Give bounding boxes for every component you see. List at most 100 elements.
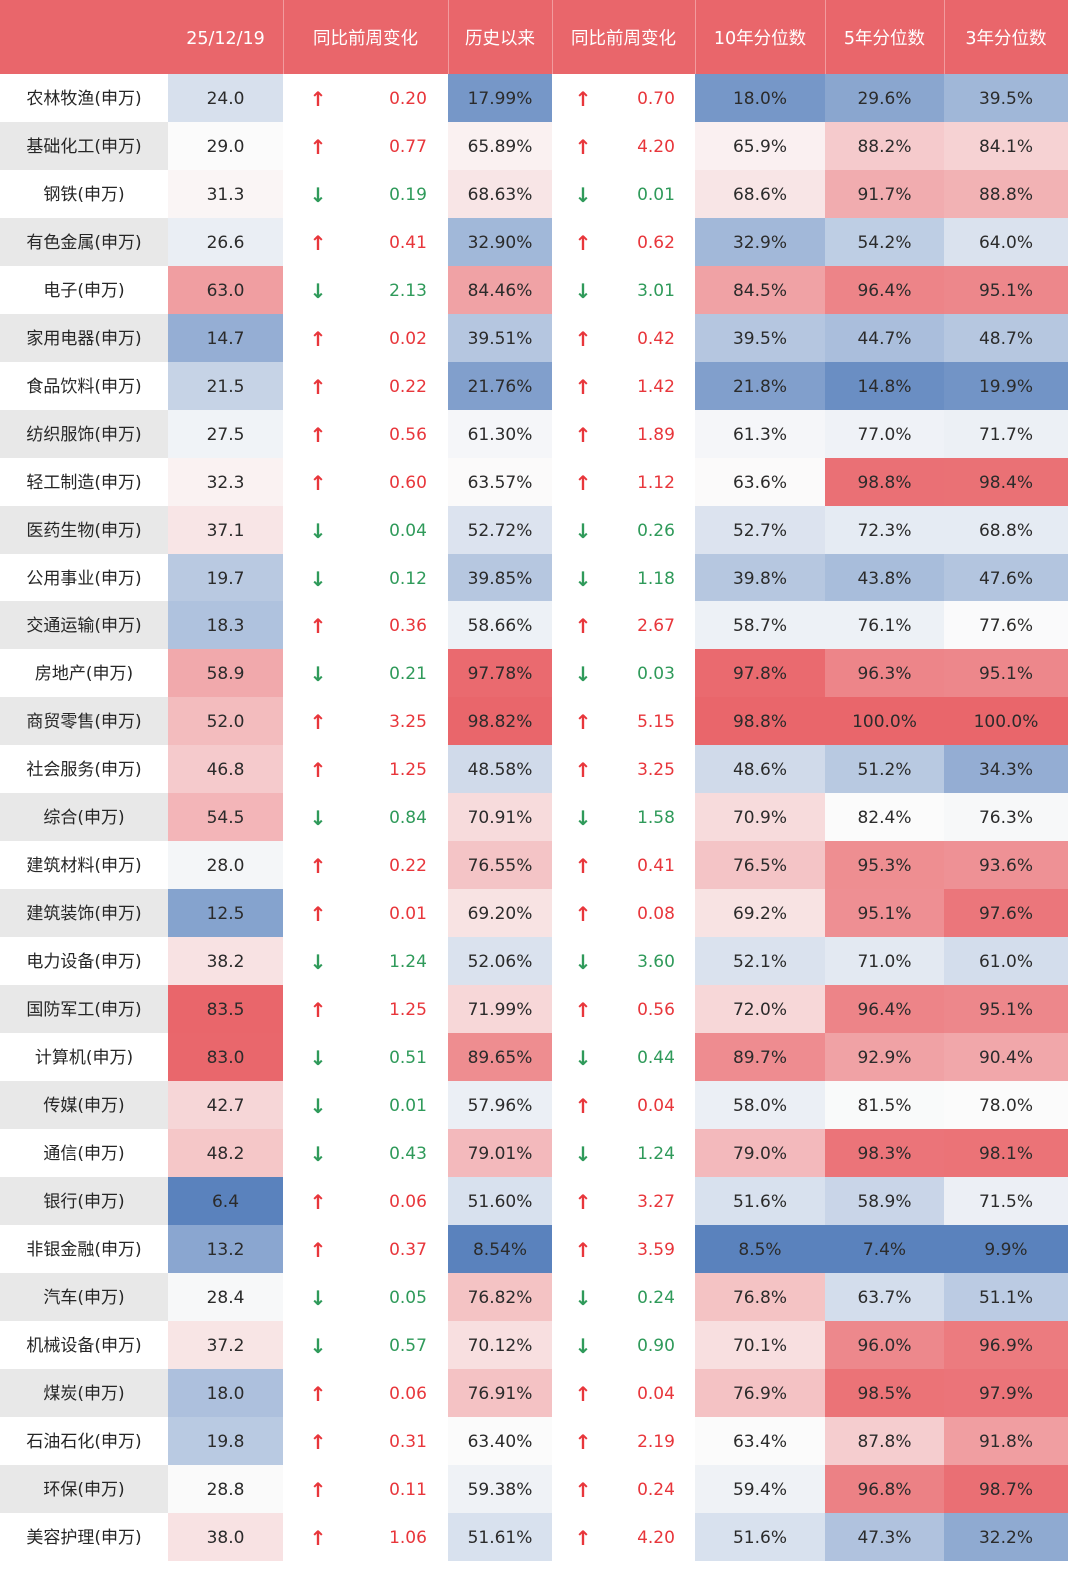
pct-3y-cell: 64.0% (944, 218, 1068, 266)
pe-value-cell: 21.5 (168, 362, 283, 410)
pct-10y-cell: 51.6% (695, 1513, 825, 1561)
weekly-change-value-2: 4.20 (637, 1528, 675, 1548)
weekly-change-value-2: 3.01 (637, 281, 675, 301)
pct-10y-cell: 97.8% (695, 649, 825, 697)
weekly-change-value-2: 0.56 (637, 1000, 675, 1020)
pe-value-cell: 83.0 (168, 1033, 283, 1081)
history-percentile-cell: 69.20% (448, 889, 552, 937)
arrow-down-icon: ↓ (309, 519, 327, 543)
weekly-change-value-2: 0.01 (637, 185, 675, 205)
row-name-cell: 美容护理(申万) (0, 1513, 168, 1561)
weekly-change-value-2: 0.26 (637, 521, 675, 541)
arrow-up-icon: ↑ (574, 854, 592, 878)
arrow-up-icon: ↑ (309, 231, 327, 255)
arrow-down-icon: ↓ (309, 279, 327, 303)
arrow-up-icon: ↑ (574, 758, 592, 782)
arrow-up-icon: ↑ (574, 1190, 592, 1214)
weekly-change-value-2: 0.08 (637, 904, 675, 924)
weekly-change-value-2: 1.24 (637, 1144, 675, 1164)
pe-value-cell: 38.2 (168, 937, 283, 985)
weekly-change-value: 0.06 (389, 1384, 427, 1404)
pct-3y-cell: 95.1% (944, 649, 1068, 697)
pe-value-cell: 27.5 (168, 410, 283, 458)
row-name-cell: 国防军工(申万) (0, 985, 168, 1033)
pct-10y-cell: 51.6% (695, 1177, 825, 1225)
header-divider (825, 0, 826, 74)
weekly-change-value-2: 2.67 (637, 616, 675, 636)
arrow-down-icon: ↓ (309, 950, 327, 974)
header-weekly-change-2: 同比前周变化 (571, 29, 676, 49)
pct-5y-cell: 91.7% (825, 170, 944, 218)
header-10y: 10年分位数 (713, 29, 807, 49)
history-percentile-cell: 76.55% (448, 841, 552, 889)
arrow-down-icon: ↓ (309, 1046, 327, 1070)
weekly-change-value-2: 0.04 (637, 1096, 675, 1116)
arrow-down-icon: ↓ (309, 1286, 327, 1310)
row-name-cell: 基础化工(申万) (0, 122, 168, 170)
history-percentile-cell: 70.91% (448, 793, 552, 841)
pct-5y-cell: 44.7% (825, 314, 944, 362)
weekly-change-value: 0.06 (389, 1192, 427, 1212)
pct-3y-cell: 91.8% (944, 1417, 1068, 1465)
header-5y: 5年分位数 (843, 29, 926, 49)
pct-5y-cell: 95.1% (825, 889, 944, 937)
pct-10y-cell: 58.7% (695, 601, 825, 649)
history-percentile-cell: 17.99% (448, 74, 552, 122)
pct-3y-cell: 61.0% (944, 937, 1068, 985)
pe-value-cell: 12.5 (168, 889, 283, 937)
history-percentile-cell: 39.51% (448, 314, 552, 362)
arrow-up-icon: ↑ (309, 1190, 327, 1214)
arrow-up-icon: ↑ (574, 471, 592, 495)
pct-3y-cell: 97.6% (944, 889, 1068, 937)
weekly-change-value-2: 0.62 (637, 233, 675, 253)
pct-10y-cell: 48.6% (695, 745, 825, 793)
arrow-down-icon: ↓ (309, 183, 327, 207)
arrow-down-icon: ↓ (574, 662, 592, 686)
pct-5y-cell: 98.8% (825, 458, 944, 506)
pct-5y-cell: 63.7% (825, 1273, 944, 1321)
weekly-change-value: 0.77 (389, 137, 427, 157)
header-weekly-change-1: 同比前周变化 (313, 29, 418, 49)
header-history: 历史以来 (465, 29, 535, 49)
pct-10y-cell: 63.6% (695, 458, 825, 506)
history-percentile-cell: 57.96% (448, 1081, 552, 1129)
history-percentile-cell: 61.30% (448, 410, 552, 458)
weekly-change-value: 0.19 (389, 185, 427, 205)
weekly-change-value-2: 0.44 (637, 1048, 675, 1068)
arrow-up-icon: ↑ (574, 1430, 592, 1454)
arrow-up-icon: ↑ (574, 1238, 592, 1262)
weekly-change-value: 0.01 (389, 1096, 427, 1116)
history-percentile-cell: 32.90% (448, 218, 552, 266)
pct-10y-cell: 98.8% (695, 697, 825, 745)
weekly-change-value: 0.12 (389, 569, 427, 589)
history-percentile-cell: 58.66% (448, 601, 552, 649)
arrow-down-icon: ↓ (574, 1142, 592, 1166)
pe-value-cell: 28.4 (168, 1273, 283, 1321)
weekly-change-value-2: 3.27 (637, 1192, 675, 1212)
pct-5y-cell: 96.3% (825, 649, 944, 697)
pct-5y-cell: 82.4% (825, 793, 944, 841)
row-name-cell: 房地产(申万) (0, 649, 168, 697)
pct-5y-cell: 87.8% (825, 1417, 944, 1465)
pe-value-cell: 14.7 (168, 314, 283, 362)
arrow-up-icon: ↑ (309, 375, 327, 399)
pct-3y-cell: 97.9% (944, 1369, 1068, 1417)
pct-5y-cell: 77.0% (825, 410, 944, 458)
pct-10y-cell: 68.6% (695, 170, 825, 218)
pct-10y-cell: 61.3% (695, 410, 825, 458)
history-percentile-cell: 59.38% (448, 1465, 552, 1513)
row-name-cell: 综合(申万) (0, 793, 168, 841)
pe-value-cell: 54.5 (168, 793, 283, 841)
history-percentile-cell: 71.99% (448, 985, 552, 1033)
arrow-up-icon: ↑ (574, 327, 592, 351)
pct-3y-cell: 34.3% (944, 745, 1068, 793)
arrow-up-icon: ↑ (574, 998, 592, 1022)
row-name-cell: 电力设备(申万) (0, 937, 168, 985)
weekly-change-value: 0.43 (389, 1144, 427, 1164)
pe-value-cell: 83.5 (168, 985, 283, 1033)
pct-5y-cell: 71.0% (825, 937, 944, 985)
pe-value-cell: 19.7 (168, 554, 283, 602)
weekly-change-value: 0.04 (389, 521, 427, 541)
pct-10y-cell: 84.5% (695, 266, 825, 314)
pct-10y-cell: 52.1% (695, 937, 825, 985)
